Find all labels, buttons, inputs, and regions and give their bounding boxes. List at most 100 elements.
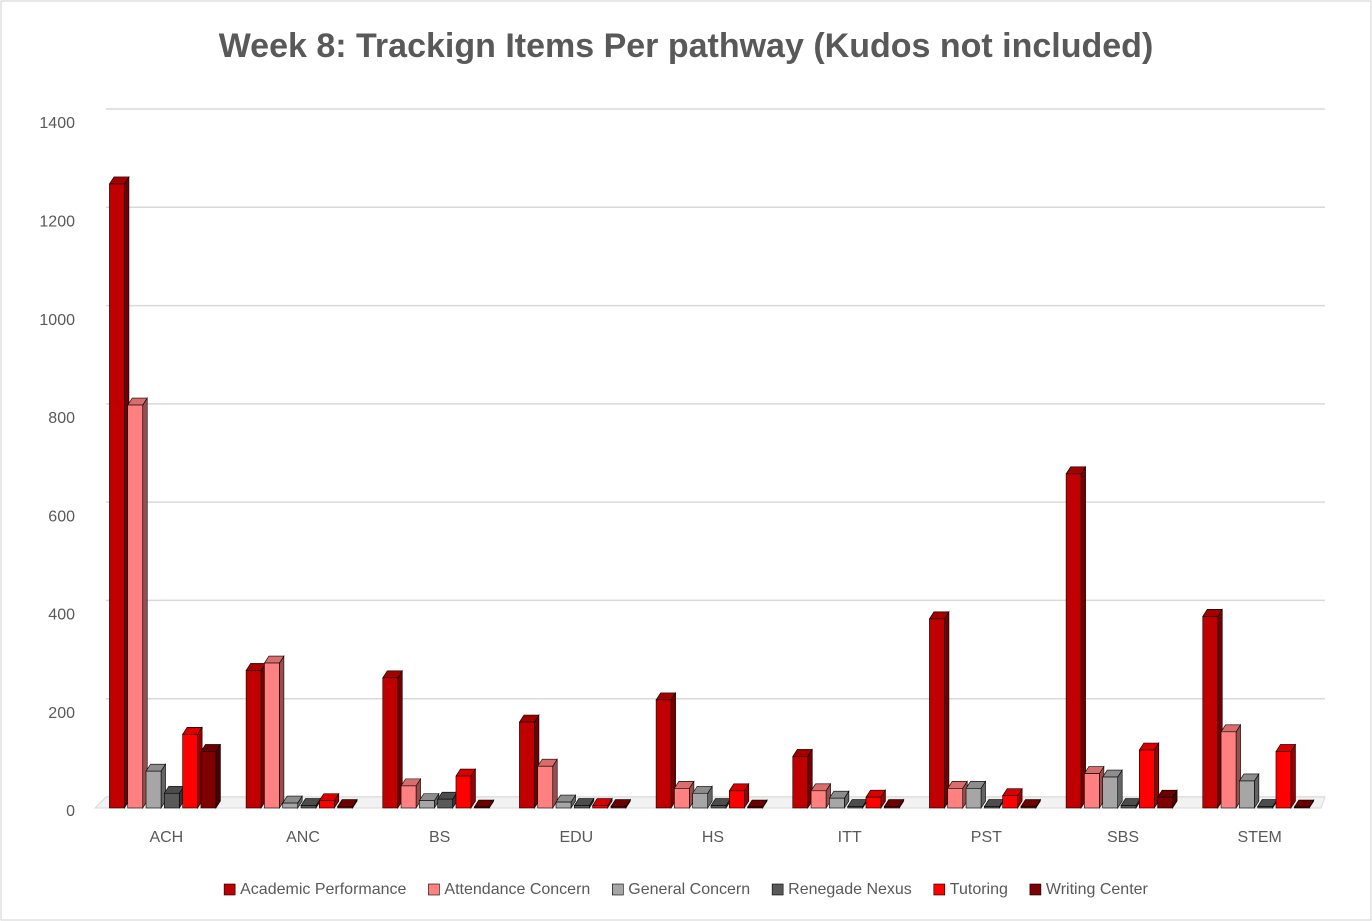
bar [792, 748, 813, 810]
y-tick-label: 400 [48, 607, 75, 624]
bar [865, 789, 887, 810]
bar-front [127, 404, 144, 809]
bar [200, 743, 221, 810]
y-tick-label: 600 [48, 508, 75, 525]
bar [592, 797, 613, 810]
bar [282, 795, 303, 810]
bar-front [610, 806, 627, 809]
bar-front [400, 785, 417, 809]
bar [127, 397, 148, 810]
bar-front [1257, 806, 1273, 809]
bar [810, 782, 832, 810]
legend-label: Attendance Concern [444, 881, 590, 898]
bar [382, 669, 403, 810]
bar [245, 662, 267, 810]
bar-front [1220, 731, 1237, 809]
bar-front [710, 805, 727, 809]
bar-front [455, 775, 472, 809]
y-tick-label: 1000 [39, 312, 75, 329]
bar [1020, 798, 1041, 810]
x-tick-label: EDU [559, 829, 593, 846]
bar-front [1120, 805, 1137, 809]
bar-front [1065, 473, 1082, 809]
legend-label: Renegade Nexus [788, 881, 912, 898]
bar-front [655, 699, 672, 809]
bar-front [1084, 773, 1100, 809]
bar [655, 691, 677, 810]
bar [1293, 798, 1315, 810]
bar-front [865, 796, 882, 809]
bar [1157, 789, 1178, 810]
bar [318, 792, 340, 810]
bar-side [215, 743, 221, 810]
bar [1238, 772, 1260, 810]
bar [883, 798, 905, 810]
x-tick-label: HS [702, 829, 724, 846]
bar-front [810, 790, 827, 809]
bar-front [1102, 776, 1118, 809]
x-tick-label: ACH [149, 829, 183, 846]
bar-front [792, 756, 809, 809]
bar-side [1080, 465, 1086, 810]
legend-label: General Concern [628, 881, 750, 898]
bar [828, 790, 850, 810]
bar-front [984, 806, 1000, 809]
bar-front [200, 751, 217, 809]
bar-front [264, 662, 280, 809]
bar [610, 798, 631, 810]
bar-front [437, 798, 453, 809]
bar-front [164, 792, 180, 809]
bar-front [728, 790, 745, 809]
bar-front [419, 800, 435, 809]
legend-item: Tutoring [933, 881, 1008, 898]
bar-front [245, 670, 262, 809]
bar-front [1139, 749, 1155, 809]
bar [1202, 608, 1223, 810]
bar-front [300, 805, 317, 809]
bar-side [944, 610, 950, 810]
y-tick-label: 0 [66, 803, 75, 820]
bar-front [1002, 795, 1018, 809]
bar-side [1290, 743, 1296, 810]
bar [1083, 765, 1105, 810]
bar [1002, 787, 1023, 810]
bar-front [282, 802, 299, 809]
bar [1275, 743, 1297, 810]
bar [573, 797, 595, 810]
legend-label: Tutoring [950, 881, 1008, 898]
legend-label: Academic Performance [240, 881, 406, 898]
bar-side [279, 655, 285, 810]
bar [555, 794, 577, 810]
bar-front [145, 770, 162, 809]
bar [1257, 798, 1278, 810]
y-tick-label: 1200 [39, 214, 75, 231]
legend-item: General Concern [612, 881, 750, 898]
x-tick-label: BS [429, 829, 450, 846]
bar [1220, 723, 1242, 810]
bar-side [552, 758, 558, 810]
bar-front [929, 618, 945, 809]
x-tick-label: PST [971, 829, 1002, 846]
bar-front [555, 801, 572, 809]
legend-swatch [1029, 883, 1042, 896]
y-tick-label: 1400 [39, 115, 75, 132]
legend-item: Attendance Concern [428, 881, 590, 898]
bar-front [1293, 806, 1310, 809]
bar-front [337, 806, 353, 809]
bar-front [1239, 780, 1255, 809]
bar [145, 763, 167, 810]
x-tick-label: ITT [838, 829, 862, 846]
bar-front [519, 721, 535, 809]
bar-front [109, 183, 125, 809]
bar-front [1157, 796, 1173, 809]
x-tick-label: SBS [1107, 829, 1139, 846]
bar [400, 777, 422, 810]
bar-front [1202, 616, 1219, 809]
bar [1065, 465, 1087, 810]
bar [108, 175, 130, 810]
legend-swatch [223, 883, 236, 896]
chart-title: Week 8: Trackign Items Per pathway (Kudo… [219, 27, 1154, 65]
bar [1102, 769, 1123, 810]
bar-front [829, 797, 845, 809]
bar-front [592, 805, 608, 809]
